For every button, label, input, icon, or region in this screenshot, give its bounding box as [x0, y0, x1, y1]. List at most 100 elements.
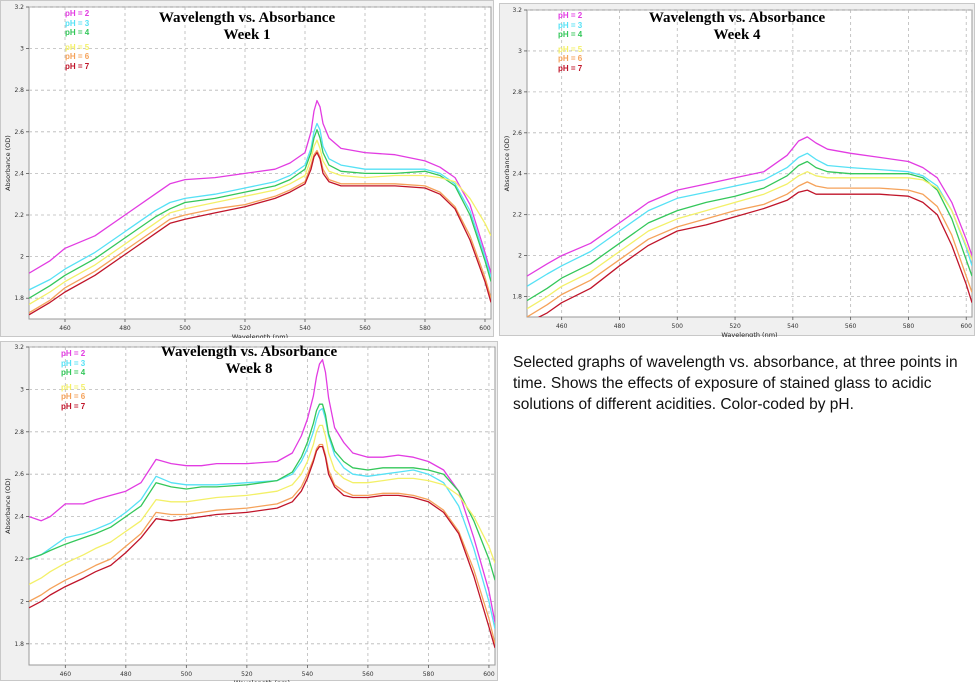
series-line-6	[29, 443, 495, 644]
x-tick-label: 500	[672, 323, 684, 330]
x-tick-label: 600	[960, 323, 972, 330]
x-tick-label: 480	[119, 325, 131, 332]
gridlines	[26, 6, 491, 322]
x-tick-label: 480	[120, 671, 132, 678]
x-tick-label: 560	[845, 323, 857, 330]
y-tick-label: 2	[20, 254, 24, 261]
x-tick-label: 600	[479, 325, 491, 332]
chart-svg-week8: 460 480 500 520 540 560 580 600 1.8 2 2.2 2.4 2.6 2.8…	[4, 344, 496, 682]
chart-panel-week8: 460 480 500 520 540 560 580 600 1.8 2 2.2 2.4 2.6 2.8…	[0, 341, 498, 682]
series-line-2	[29, 359, 495, 623]
chart-panel-week1: 460 480 500 520 540 560 580 600 1.8 2 2.2 2.4 2.6 2.8…	[0, 0, 494, 338]
series-line-7	[29, 151, 491, 316]
y-tick-label: 3	[518, 48, 522, 55]
x-tick-label: 480	[614, 323, 626, 330]
x-axis-label: Wavelength (nm)	[234, 679, 290, 682]
y-tick-label: 2.8	[512, 89, 522, 96]
y-tick-label: 3.2	[14, 344, 24, 351]
y-tick-label: 1.8	[14, 295, 24, 302]
legend-entry: pH = 2	[61, 349, 86, 358]
series-group	[527, 136, 972, 317]
legend-entry: pH = 4	[558, 30, 583, 39]
legend-entry: pH = 4	[61, 368, 86, 377]
series-line-5	[29, 424, 495, 585]
x-tick-label: 540	[302, 671, 314, 678]
y-tick-label: 2.6	[14, 129, 24, 136]
y-tick-label: 2.6	[512, 130, 522, 137]
chart-svg-week1: 460 480 500 520 540 560 580 600 1.8 2 2.2 2.4 2.6 2.8…	[4, 4, 492, 338]
y-tick-label: 2	[518, 253, 522, 260]
legend-entry: pH = 6	[558, 54, 583, 63]
y-axis-label: Absorbance (OD)	[4, 478, 12, 534]
legend-entry: pH = 3	[558, 20, 583, 30]
legend-entry: pH = 5	[61, 382, 86, 392]
series-line-3	[29, 122, 491, 291]
y-tick-label: 2	[20, 598, 24, 605]
x-tick-label: 540	[299, 325, 311, 332]
series-line-3	[527, 152, 972, 287]
x-tick-label: 560	[362, 671, 374, 678]
x-tick-label: 520	[729, 323, 741, 330]
x-tick-label: 580	[423, 671, 435, 678]
y-tick-label: 2.4	[14, 170, 24, 177]
y-tick-label: 2.6	[14, 471, 24, 478]
plot-area	[28, 6, 492, 320]
series-line-3	[29, 407, 495, 630]
legend-entry: pH = 2	[65, 9, 90, 18]
legend-entry: pH = 6	[65, 52, 90, 61]
y-tick-label: 2.8	[14, 429, 24, 436]
x-tick-label: 460	[59, 325, 71, 332]
legend-entry: pH = 7	[558, 63, 583, 73]
series-group	[29, 359, 495, 649]
legend-entry: pH = 6	[61, 392, 86, 401]
x-tick-label: 540	[787, 323, 799, 330]
plot-area	[526, 9, 973, 318]
series-line-6	[527, 181, 972, 317]
legend-entry: pH = 7	[65, 61, 90, 71]
y-tick-label: 2.2	[14, 212, 24, 219]
legend-entry: pH = 3	[61, 358, 86, 368]
x-tick-label: 520	[239, 325, 251, 332]
y-tick-label: 2.4	[14, 514, 24, 521]
series-line-6	[29, 149, 491, 314]
y-tick-label: 1.8	[14, 641, 24, 648]
chart-svg-week4: 460 480 500 520 540 560 580 600 1.8 2 2.2 2.4 2.6 2.8…	[503, 7, 973, 337]
legend-entry: pH = 4	[65, 28, 90, 37]
legend-entry: pH = 3	[65, 18, 90, 28]
y-tick-label: 2.2	[14, 556, 24, 563]
x-tick-label: 500	[181, 671, 193, 678]
series-line-2	[29, 99, 491, 274]
y-axis-label: Absorbance (OD)	[503, 136, 511, 192]
series-line-5	[527, 171, 972, 310]
legend-entry: pH = 2	[558, 11, 583, 20]
x-tick-label: 580	[419, 325, 431, 332]
y-tick-label: 3	[20, 46, 24, 53]
y-tick-label: 2.8	[14, 87, 24, 94]
series-line-4	[29, 403, 495, 581]
series-line-7	[29, 445, 495, 649]
y-tick-label: 2.4	[512, 171, 522, 178]
x-axis-label: Wavelength (nm)	[232, 333, 288, 338]
series-line-7	[537, 189, 972, 317]
y-tick-label: 3.2	[512, 7, 522, 14]
y-tick-label: 2.2	[512, 212, 522, 219]
x-tick-label: 460	[60, 671, 72, 678]
series-line-2	[527, 136, 972, 277]
legend-week4: pH = 2 pH = 3 pH = 4 pH = 5 pH = 6 pH = 7	[558, 11, 582, 73]
x-tick-label: 500	[179, 325, 191, 332]
y-tick-label: 3	[20, 386, 24, 393]
x-tick-label: 560	[359, 325, 371, 332]
legend-week8: pH = 2 pH = 3 pH = 4 pH = 5 pH = 6 pH = 7	[61, 349, 85, 411]
gridlines	[26, 346, 495, 668]
legend-entry: pH = 5	[558, 44, 583, 54]
legend-week1: pH = 2 pH = 3 pH = 4 pH = 5 pH = 6 pH = 7	[65, 9, 89, 71]
x-tick-label: 520	[241, 671, 253, 678]
chart-panel-week4: 460 480 500 520 540 560 580 600 1.8 2 2.2 2.4 2.6 2.8…	[499, 3, 975, 337]
y-axis-label: Absorbance (OD)	[4, 135, 12, 191]
series-line-4	[29, 129, 491, 299]
y-tick-label: 1.8	[512, 294, 522, 301]
legend-entry: pH = 5	[65, 42, 90, 52]
series-line-5	[29, 139, 491, 305]
series-group	[29, 99, 491, 316]
y-tick-label: 3.2	[14, 4, 24, 11]
